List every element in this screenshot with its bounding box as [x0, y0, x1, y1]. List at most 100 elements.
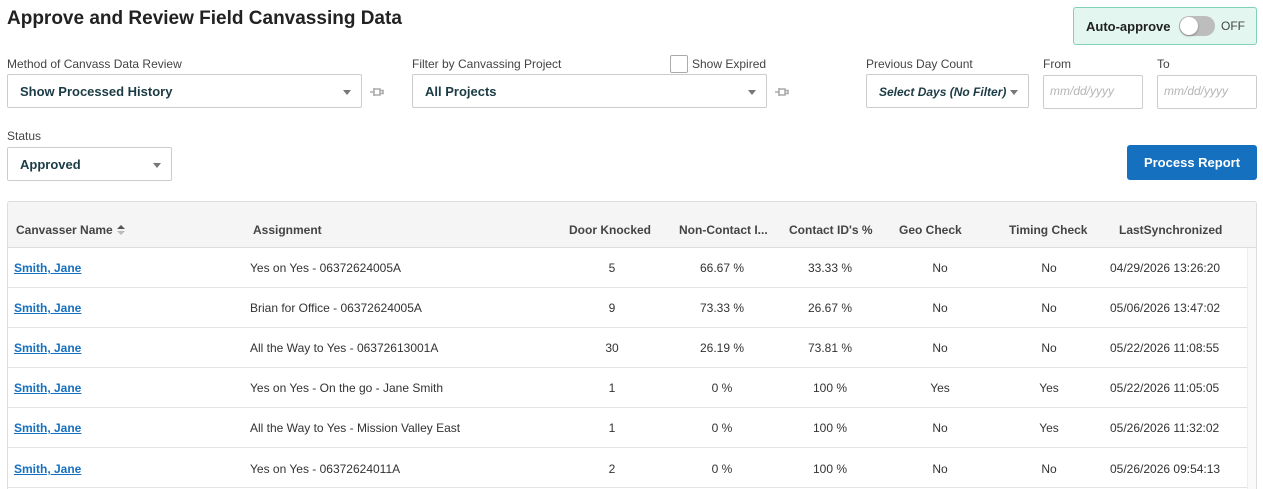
to-date-input[interactable] [1164, 84, 1249, 98]
last-synced-cell: 05/26/2026 09:54:13 [1110, 462, 1221, 476]
timing-check-cell: No [1041, 301, 1057, 315]
project-label: Filter by Canvassing Project [412, 57, 562, 71]
canvasser-name-link[interactable]: Smith, Jane [14, 261, 82, 275]
table-scrollbar[interactable] [1247, 248, 1256, 489]
sort-icon[interactable] [116, 224, 125, 235]
non-contact-cell: 73.33 % [699, 301, 745, 315]
assignment-cell: All the Way to Yes - 06372613001A [250, 341, 439, 355]
assignment-cell: Brian for Office - 06372624005A [250, 301, 422, 315]
canvasser-name-link[interactable]: Smith, Jane [14, 462, 82, 476]
column-header-contact[interactable]: Contact ID's % [789, 223, 873, 237]
page-title: Approve and Review Field Canvassing Data [7, 8, 402, 29]
last-synced-cell: 05/06/2026 13:47:02 [1110, 301, 1221, 315]
project-select-value: All Projects [425, 84, 497, 99]
timing-check-cell: No [1041, 341, 1057, 355]
to-label: To [1157, 57, 1170, 71]
timing-check-cell: No [1041, 261, 1057, 275]
non-contact-cell: 0 % [711, 381, 733, 395]
auto-approve-label: Auto-approve [1086, 19, 1171, 34]
method-select-value: Show Processed History [20, 84, 173, 99]
column-header-geo[interactable]: Geo Check [899, 223, 962, 237]
canvasser-name-link[interactable]: Smith, Jane [14, 301, 82, 315]
from-date-input[interactable] [1050, 84, 1135, 98]
last-synced-cell: 05/26/2026 11:32:02 [1110, 421, 1220, 435]
from-date-field[interactable] [1043, 75, 1143, 109]
doors-cell: 30 [605, 341, 619, 355]
column-header-non-contact[interactable]: Non-Contact I... [679, 223, 768, 237]
geo-check-cell: No [932, 261, 948, 275]
doors-cell: 1 [608, 381, 616, 395]
table-header: Canvasser Name Assignment Door Knocked N… [8, 202, 1256, 248]
column-header-assignment[interactable]: Assignment [253, 223, 322, 237]
table-row: Smith, Jane Yes on Yes - 06372624005A 5 … [8, 248, 1249, 288]
status-select[interactable]: Approved [7, 147, 172, 181]
table-row: Smith, Jane Yes on Yes - 06372624011A 2 … [8, 448, 1249, 488]
chevron-down-icon [343, 90, 351, 95]
show-expired-label: Show Expired [692, 57, 767, 71]
table-row: Smith, Jane Brian for Office - 063726240… [8, 288, 1249, 328]
assignment-cell: Yes on Yes - On the go - Jane Smith [250, 381, 444, 395]
pin-icon[interactable] [368, 85, 384, 99]
non-contact-cell: 0 % [711, 421, 733, 435]
column-header-doors[interactable]: Door Knocked [569, 223, 652, 237]
column-header-synced[interactable]: LastSynchronized [1119, 223, 1223, 237]
auto-approve-state: OFF [1221, 19, 1245, 33]
process-report-button[interactable]: Process Report [1127, 145, 1257, 180]
table-row: Smith, Jane Yes on Yes - On the go - Jan… [8, 368, 1249, 408]
assignment-cell: Yes on Yes - 06372624005A [250, 261, 402, 275]
non-contact-cell: 26.19 % [699, 341, 745, 355]
column-header-label: Canvasser Name [16, 223, 113, 237]
last-synced-cell: 05/22/2026 11:05:05 [1110, 381, 1220, 395]
non-contact-cell: 66.67 % [699, 261, 745, 275]
toggle-knob [1180, 17, 1198, 35]
to-date-field[interactable] [1157, 75, 1257, 109]
timing-check-cell: Yes [1039, 421, 1059, 435]
auto-approve-panel: Auto-approve OFF [1073, 7, 1257, 45]
show-expired-checkbox[interactable] [670, 55, 688, 73]
assignment-cell: Yes on Yes - 06372624011A [250, 462, 401, 476]
canvasser-name-link[interactable]: Smith, Jane [14, 341, 82, 355]
contact-cell: 33.33 % [807, 261, 853, 275]
previous-day-label: Previous Day Count [866, 57, 973, 71]
auto-approve-toggle[interactable] [1179, 16, 1215, 36]
column-header-timing[interactable]: Timing Check [1009, 223, 1088, 237]
canvass-table: Canvasser Name Assignment Door Knocked N… [7, 201, 1257, 489]
timing-check-cell: No [1041, 462, 1057, 476]
canvasser-name-link[interactable]: Smith, Jane [14, 421, 82, 435]
doors-cell: 1 [608, 421, 616, 435]
table-row: Smith, Jane All the Way to Yes - Mission… [8, 408, 1249, 448]
contact-cell: 26.67 % [807, 301, 853, 315]
from-label: From [1043, 57, 1071, 71]
chevron-down-icon [748, 90, 756, 95]
assignment-cell: All the Way to Yes - Mission Valley East [250, 421, 461, 435]
last-synced-cell: 05/22/2026 11:08:55 [1110, 341, 1220, 355]
pin-icon[interactable] [773, 85, 789, 99]
doors-cell: 2 [608, 462, 616, 476]
previous-day-select[interactable]: Select Days (No Filter) [866, 74, 1029, 108]
table-row: Smith, Jane All the Way to Yes - 0637261… [8, 328, 1249, 368]
column-header-canvasser[interactable]: Canvasser Name [16, 223, 125, 237]
geo-check-cell: No [932, 421, 948, 435]
method-label: Method of Canvass Data Review [7, 57, 182, 71]
contact-cell: 100 % [812, 381, 848, 395]
contact-cell: 100 % [812, 421, 848, 435]
doors-cell: 5 [608, 261, 616, 275]
geo-check-cell: Yes [930, 381, 950, 395]
doors-cell: 9 [608, 301, 616, 315]
geo-check-cell: No [932, 341, 948, 355]
non-contact-cell: 0 % [711, 462, 733, 476]
chevron-down-icon [1010, 90, 1018, 95]
status-label: Status [7, 129, 42, 143]
project-select[interactable]: All Projects [412, 74, 767, 108]
timing-check-cell: Yes [1039, 381, 1059, 395]
contact-cell: 100 % [812, 462, 848, 476]
status-select-value: Approved [20, 157, 81, 172]
canvasser-name-link[interactable]: Smith, Jane [14, 381, 82, 395]
method-select[interactable]: Show Processed History [7, 74, 362, 108]
geo-check-cell: No [932, 301, 948, 315]
last-synced-cell: 04/29/2026 13:26:20 [1110, 261, 1221, 275]
previous-day-value: Select Days (No Filter) [879, 85, 1007, 99]
chevron-down-icon [153, 163, 161, 168]
geo-check-cell: No [932, 462, 948, 476]
contact-cell: 73.81 % [807, 341, 853, 355]
